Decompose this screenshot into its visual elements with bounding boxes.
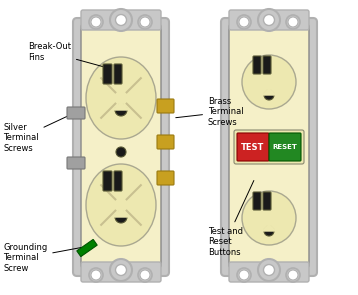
Circle shape [237,15,251,29]
FancyBboxPatch shape [234,130,304,164]
FancyBboxPatch shape [263,56,271,74]
Circle shape [116,14,126,25]
Ellipse shape [242,55,296,109]
Circle shape [286,268,300,282]
Circle shape [264,90,274,100]
Text: RESET: RESET [272,144,297,150]
Circle shape [116,147,126,157]
FancyBboxPatch shape [269,133,301,161]
FancyBboxPatch shape [253,56,261,74]
Circle shape [138,15,152,29]
Ellipse shape [288,17,298,27]
FancyBboxPatch shape [81,10,161,30]
Text: Brass
Terminal
Screws: Brass Terminal Screws [176,97,244,127]
FancyBboxPatch shape [67,107,85,119]
Circle shape [89,268,103,282]
Circle shape [89,15,103,29]
FancyBboxPatch shape [73,18,169,276]
FancyBboxPatch shape [237,133,269,161]
Circle shape [264,226,274,236]
FancyBboxPatch shape [157,135,174,149]
Wedge shape [115,104,127,110]
FancyBboxPatch shape [157,99,174,113]
FancyBboxPatch shape [81,262,161,282]
FancyBboxPatch shape [253,192,261,210]
Circle shape [110,9,132,31]
Ellipse shape [242,191,296,245]
FancyBboxPatch shape [229,24,309,268]
Circle shape [263,265,275,276]
FancyBboxPatch shape [81,24,161,268]
FancyBboxPatch shape [229,10,309,30]
FancyBboxPatch shape [103,171,112,191]
Circle shape [258,9,280,31]
Ellipse shape [140,270,150,280]
Polygon shape [77,240,97,257]
Ellipse shape [239,17,249,27]
Circle shape [115,211,127,223]
Ellipse shape [86,57,156,139]
Circle shape [258,259,280,281]
Wedge shape [263,89,275,95]
Ellipse shape [91,270,101,280]
Circle shape [116,265,126,276]
FancyBboxPatch shape [157,171,174,185]
FancyBboxPatch shape [67,157,85,169]
FancyBboxPatch shape [103,64,112,84]
Circle shape [115,104,127,116]
FancyBboxPatch shape [114,64,122,84]
Ellipse shape [140,17,150,27]
Wedge shape [115,211,127,217]
FancyBboxPatch shape [221,18,317,276]
Text: Test and
Reset
Buttons: Test and Reset Buttons [208,181,254,257]
Circle shape [286,15,300,29]
Circle shape [237,268,251,282]
Text: Break-Out
Fins: Break-Out Fins [28,42,105,67]
Circle shape [138,268,152,282]
FancyBboxPatch shape [263,192,271,210]
Text: Silver
Terminal
Screws: Silver Terminal Screws [3,116,67,153]
Ellipse shape [86,164,156,246]
FancyBboxPatch shape [229,262,309,282]
Ellipse shape [91,17,101,27]
Wedge shape [263,225,275,231]
FancyBboxPatch shape [114,171,122,191]
Ellipse shape [288,270,298,280]
Ellipse shape [239,270,249,280]
Text: TEST: TEST [241,142,265,152]
Text: Grounding
Terminal
Screw: Grounding Terminal Screw [3,243,81,273]
Circle shape [110,259,132,281]
Circle shape [263,14,275,25]
